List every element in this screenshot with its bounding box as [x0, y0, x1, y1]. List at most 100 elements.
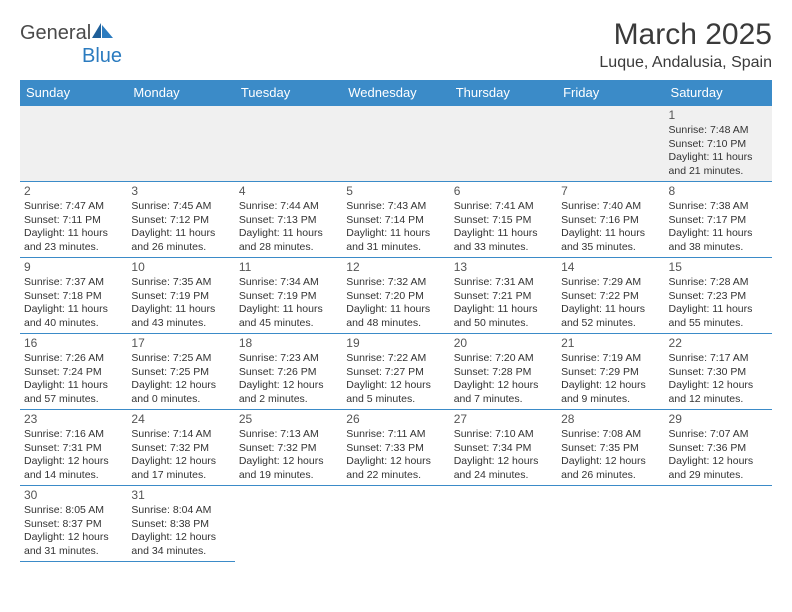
sunset-line: Sunset: 7:28 PM	[454, 366, 553, 379]
sunset-line: Sunset: 8:37 PM	[24, 518, 123, 531]
daylight-line: Daylight: 12 hours and 19 minutes.	[239, 455, 338, 482]
calendar-cell: 7Sunrise: 7:40 AMSunset: 7:16 PMDaylight…	[557, 182, 664, 258]
calendar-cell: 17Sunrise: 7:25 AMSunset: 7:25 PMDayligh…	[127, 334, 234, 410]
sunset-line: Sunset: 7:12 PM	[131, 214, 230, 227]
day-number: 24	[131, 412, 230, 427]
col-tuesday: Tuesday	[235, 80, 342, 106]
day-number: 29	[669, 412, 768, 427]
calendar-cell: 18Sunrise: 7:23 AMSunset: 7:26 PMDayligh…	[235, 334, 342, 410]
sunset-line: Sunset: 7:23 PM	[669, 290, 768, 303]
daylight-line: Daylight: 12 hours and 24 minutes.	[454, 455, 553, 482]
calendar-cell: 13Sunrise: 7:31 AMSunset: 7:21 PMDayligh…	[450, 258, 557, 334]
col-wednesday: Wednesday	[342, 80, 449, 106]
day-number: 30	[24, 488, 123, 503]
daylight-line: Daylight: 12 hours and 5 minutes.	[346, 379, 445, 406]
sunrise-line: Sunrise: 7:08 AM	[561, 428, 660, 441]
daylight-line: Daylight: 12 hours and 22 minutes.	[346, 455, 445, 482]
calendar-cell	[342, 486, 449, 562]
daylight-line: Daylight: 11 hours and 48 minutes.	[346, 303, 445, 330]
sunset-line: Sunset: 7:33 PM	[346, 442, 445, 455]
day-number: 31	[131, 488, 230, 503]
col-sunday: Sunday	[20, 80, 127, 106]
day-number: 13	[454, 260, 553, 275]
calendar-cell: 12Sunrise: 7:32 AMSunset: 7:20 PMDayligh…	[342, 258, 449, 334]
sunrise-line: Sunrise: 7:43 AM	[346, 200, 445, 213]
sunset-line: Sunset: 7:24 PM	[24, 366, 123, 379]
daylight-line: Daylight: 12 hours and 17 minutes.	[131, 455, 230, 482]
day-number: 16	[24, 336, 123, 351]
daylight-line: Daylight: 11 hours and 33 minutes.	[454, 227, 553, 254]
sunset-line: Sunset: 7:31 PM	[24, 442, 123, 455]
day-number: 15	[669, 260, 768, 275]
daylight-line: Daylight: 12 hours and 7 minutes.	[454, 379, 553, 406]
calendar-cell: 26Sunrise: 7:11 AMSunset: 7:33 PMDayligh…	[342, 410, 449, 486]
sunset-line: Sunset: 7:19 PM	[239, 290, 338, 303]
day-number: 19	[346, 336, 445, 351]
daylight-line: Daylight: 11 hours and 57 minutes.	[24, 379, 123, 406]
calendar-cell: 23Sunrise: 7:16 AMSunset: 7:31 PMDayligh…	[20, 410, 127, 486]
sunrise-line: Sunrise: 7:32 AM	[346, 276, 445, 289]
day-number: 18	[239, 336, 338, 351]
calendar-cell: 25Sunrise: 7:13 AMSunset: 7:32 PMDayligh…	[235, 410, 342, 486]
daylight-line: Daylight: 11 hours and 31 minutes.	[346, 227, 445, 254]
calendar-cell: 14Sunrise: 7:29 AMSunset: 7:22 PMDayligh…	[557, 258, 664, 334]
calendar-cell: 4Sunrise: 7:44 AMSunset: 7:13 PMDaylight…	[235, 182, 342, 258]
sunrise-line: Sunrise: 7:23 AM	[239, 352, 338, 365]
logo-word2: Blue	[82, 45, 122, 68]
sunset-line: Sunset: 8:38 PM	[131, 518, 230, 531]
sunset-line: Sunset: 7:26 PM	[239, 366, 338, 379]
calendar-cell: 6Sunrise: 7:41 AMSunset: 7:15 PMDaylight…	[450, 182, 557, 258]
calendar-body: 1Sunrise: 7:48 AMSunset: 7:10 PMDaylight…	[20, 106, 772, 562]
daylight-line: Daylight: 11 hours and 38 minutes.	[669, 227, 768, 254]
sunrise-line: Sunrise: 7:41 AM	[454, 200, 553, 213]
sunrise-line: Sunrise: 7:37 AM	[24, 276, 123, 289]
month-title: March 2025	[599, 18, 772, 52]
calendar-week: 1Sunrise: 7:48 AMSunset: 7:10 PMDaylight…	[20, 106, 772, 182]
sunset-line: Sunset: 7:10 PM	[669, 138, 768, 151]
sunrise-line: Sunrise: 7:10 AM	[454, 428, 553, 441]
sunset-line: Sunset: 7:17 PM	[669, 214, 768, 227]
logo-word1: General	[20, 22, 91, 44]
calendar-cell: 30Sunrise: 8:05 AMSunset: 8:37 PMDayligh…	[20, 486, 127, 562]
calendar-cell: 29Sunrise: 7:07 AMSunset: 7:36 PMDayligh…	[665, 410, 772, 486]
sunset-line: Sunset: 7:25 PM	[131, 366, 230, 379]
daylight-line: Daylight: 12 hours and 31 minutes.	[24, 531, 123, 558]
calendar-cell: 8Sunrise: 7:38 AMSunset: 7:17 PMDaylight…	[665, 182, 772, 258]
day-number: 2	[24, 184, 123, 199]
sunset-line: Sunset: 7:32 PM	[239, 442, 338, 455]
sunrise-line: Sunrise: 7:26 AM	[24, 352, 123, 365]
day-number: 6	[454, 184, 553, 199]
calendar-cell	[235, 106, 342, 182]
sunset-line: Sunset: 7:19 PM	[131, 290, 230, 303]
calendar-cell	[450, 106, 557, 182]
sunset-line: Sunset: 7:21 PM	[454, 290, 553, 303]
header-row: Sunday Monday Tuesday Wednesday Thursday…	[20, 80, 772, 106]
logo-text: General Blue	[20, 22, 122, 68]
day-number: 9	[24, 260, 123, 275]
calendar-week: 30Sunrise: 8:05 AMSunset: 8:37 PMDayligh…	[20, 486, 772, 562]
day-number: 11	[239, 260, 338, 275]
sunrise-line: Sunrise: 7:13 AM	[239, 428, 338, 441]
sunset-line: Sunset: 7:16 PM	[561, 214, 660, 227]
day-number: 4	[239, 184, 338, 199]
calendar-cell	[450, 486, 557, 562]
calendar-cell	[342, 106, 449, 182]
daylight-line: Daylight: 11 hours and 50 minutes.	[454, 303, 553, 330]
daylight-line: Daylight: 11 hours and 26 minutes.	[131, 227, 230, 254]
daylight-line: Daylight: 12 hours and 29 minutes.	[669, 455, 768, 482]
day-number: 12	[346, 260, 445, 275]
logo: General Blue	[20, 22, 122, 68]
sunrise-line: Sunrise: 7:45 AM	[131, 200, 230, 213]
day-number: 21	[561, 336, 660, 351]
daylight-line: Daylight: 12 hours and 9 minutes.	[561, 379, 660, 406]
sunrise-line: Sunrise: 7:25 AM	[131, 352, 230, 365]
day-number: 25	[239, 412, 338, 427]
calendar-cell: 16Sunrise: 7:26 AMSunset: 7:24 PMDayligh…	[20, 334, 127, 410]
col-monday: Monday	[127, 80, 234, 106]
calendar-week: 16Sunrise: 7:26 AMSunset: 7:24 PMDayligh…	[20, 334, 772, 410]
calendar-cell	[557, 486, 664, 562]
day-number: 23	[24, 412, 123, 427]
sunset-line: Sunset: 7:14 PM	[346, 214, 445, 227]
sunset-line: Sunset: 7:27 PM	[346, 366, 445, 379]
day-number: 17	[131, 336, 230, 351]
